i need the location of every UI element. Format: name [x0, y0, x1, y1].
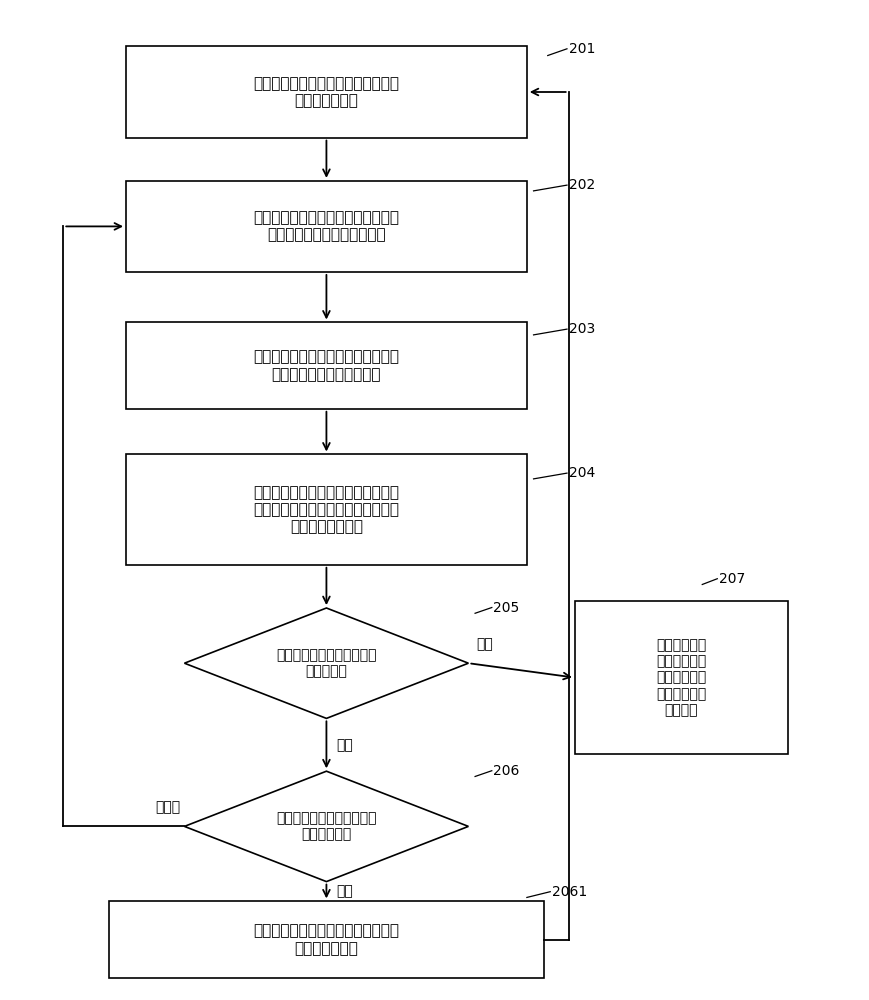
Text: 接管: 接管 — [336, 884, 353, 898]
Bar — [126, 322, 527, 409]
Text: 没接管: 没接管 — [155, 800, 180, 814]
Text: 异常: 异常 — [476, 638, 493, 652]
Text: 204: 204 — [568, 466, 594, 480]
Text: 信息同步模块接收并存储对方控制器
同步来的对方控制器各组件的信息至
对方信息存储模块: 信息同步模块接收并存储对方控制器 同步来的对方控制器各组件的信息至 对方信息存储… — [253, 485, 399, 534]
Text: 控制器接管该
对方控制器的
工作，并控制
器命令对方控
制器关闭: 控制器接管该 对方控制器的 工作，并控制 器命令对方控 制器关闭 — [655, 638, 706, 717]
Text: 207: 207 — [718, 572, 745, 586]
Text: 信息获取模块获取控制器各组件的信
息并存储至自身信息存储模块: 信息获取模块获取控制器各组件的信 息并存储至自身信息存储模块 — [253, 210, 399, 243]
Text: 201: 201 — [568, 42, 594, 56]
Text: 信息同步模块将所存储的控制器各组
件的信息同步至对方控制器: 信息同步模块将所存储的控制器各组 件的信息同步至对方控制器 — [253, 349, 399, 382]
Text: 控制器将所接管对方控制器的工作交
还给对方控制器: 控制器将所接管对方控制器的工作交 还给对方控制器 — [253, 923, 399, 956]
Text: 2061: 2061 — [551, 885, 587, 899]
Text: 205: 205 — [493, 601, 519, 615]
Polygon shape — [184, 608, 468, 718]
Bar — [126, 454, 527, 565]
Text: 206: 206 — [493, 764, 520, 778]
Text: 判断对方控制器是否处于正
常工作状态: 判断对方控制器是否处于正 常工作状态 — [275, 648, 376, 678]
Text: 确定对方控制器的控制器状态监测装
置处于工作状态: 确定对方控制器的控制器状态监测装 置处于工作状态 — [253, 76, 399, 108]
Text: 202: 202 — [568, 178, 594, 192]
Bar — [126, 181, 527, 272]
Text: 203: 203 — [568, 322, 594, 336]
Bar — [109, 901, 543, 978]
Polygon shape — [184, 771, 468, 882]
Text: 正常: 正常 — [336, 738, 353, 752]
Bar — [574, 601, 787, 754]
Text: 确定控制器是否接管了对方
控制器的工作: 确定控制器是否接管了对方 控制器的工作 — [275, 811, 376, 841]
Bar — [126, 46, 527, 138]
